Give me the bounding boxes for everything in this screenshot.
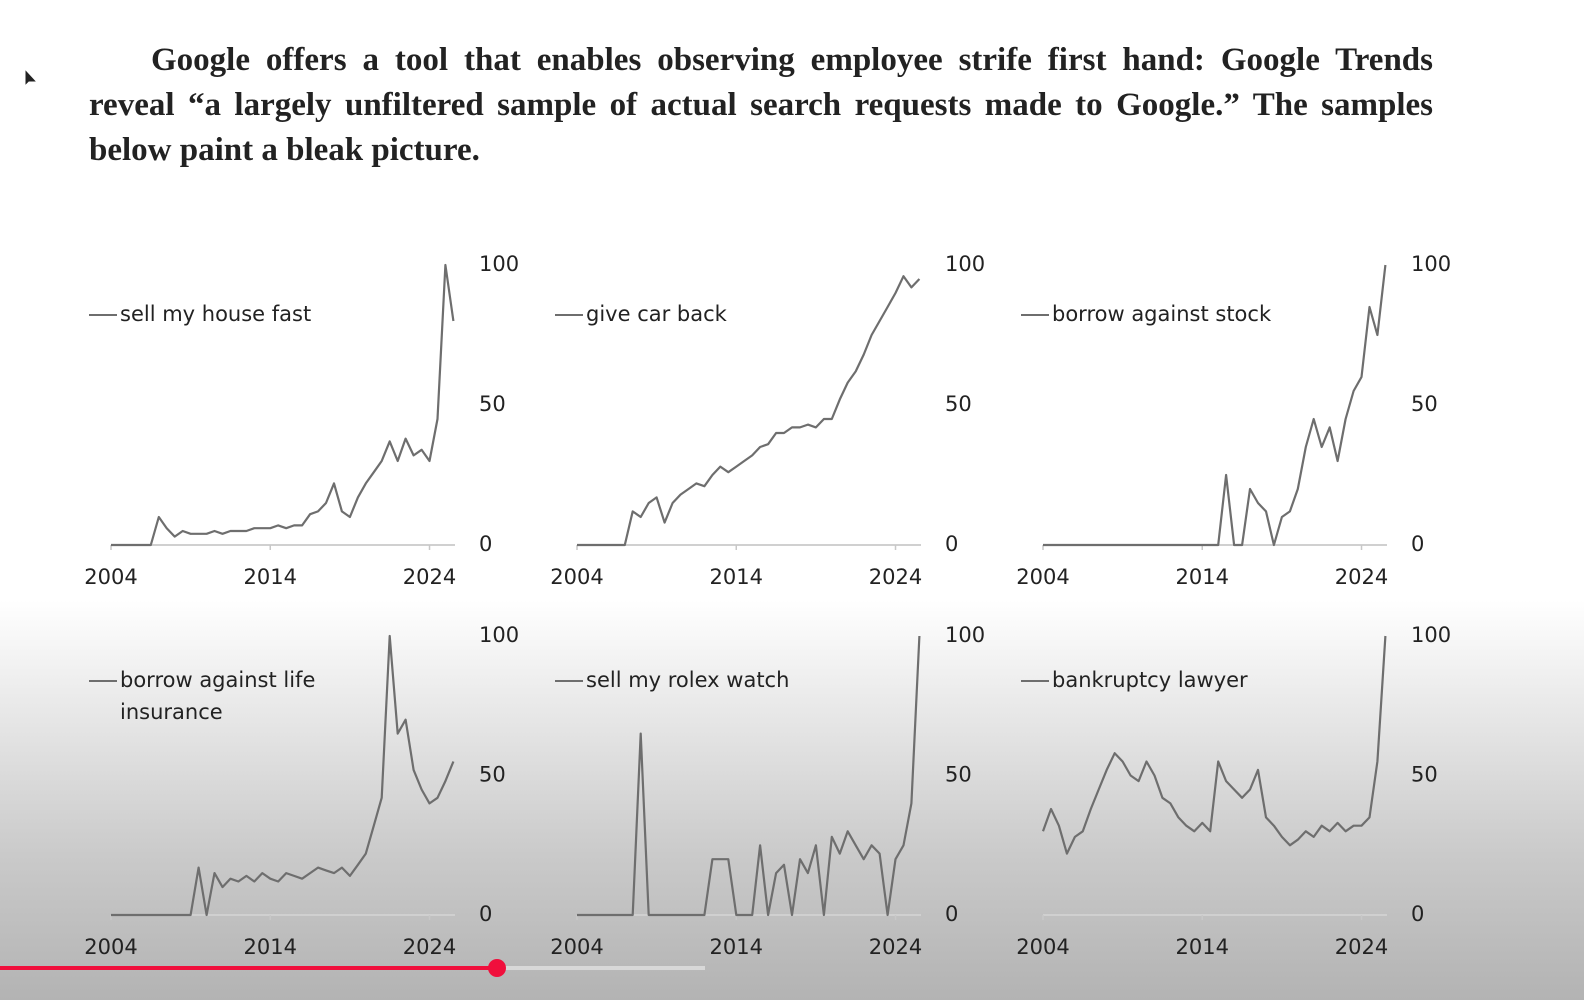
y-tick-label: 50 bbox=[945, 392, 972, 416]
legend: give car back bbox=[555, 298, 727, 330]
y-tick-label: 0 bbox=[1411, 532, 1424, 556]
y-tick-label: 0 bbox=[479, 902, 492, 926]
legend-label: borrow against life insurance bbox=[120, 668, 316, 724]
y-tick-label: 100 bbox=[1411, 252, 1451, 276]
legend-label: borrow against stock bbox=[1052, 302, 1272, 326]
legend: sell my rolex watch bbox=[555, 664, 789, 696]
y-tick-label: 50 bbox=[1411, 763, 1438, 787]
x-tick-label: 2024 bbox=[1335, 935, 1388, 959]
x-tick-label: 2004 bbox=[1016, 565, 1069, 589]
x-tick-label: 2014 bbox=[710, 935, 763, 959]
x-tick-label: 2004 bbox=[84, 565, 137, 589]
x-tick-label: 2014 bbox=[244, 935, 297, 959]
y-tick-label: 50 bbox=[479, 392, 506, 416]
legend-swatch bbox=[1021, 680, 1049, 682]
x-tick-label: 2024 bbox=[869, 565, 922, 589]
legend: borrow against stock bbox=[1021, 298, 1271, 330]
y-tick-label: 50 bbox=[945, 763, 972, 787]
y-tick-label: 100 bbox=[479, 252, 519, 276]
data-line bbox=[111, 263, 455, 547]
y-tick-label: 0 bbox=[1411, 902, 1424, 926]
x-tick-label: 2024 bbox=[403, 565, 456, 589]
data-line bbox=[577, 275, 921, 547]
x-tick-label: 2024 bbox=[1335, 565, 1388, 589]
progress-knob[interactable] bbox=[488, 959, 506, 977]
x-tick-label: 2014 bbox=[1176, 935, 1229, 959]
y-tick-label: 100 bbox=[1411, 623, 1451, 647]
data-line bbox=[577, 635, 921, 917]
x-tick-label: 2024 bbox=[403, 935, 456, 959]
legend-swatch bbox=[89, 680, 117, 682]
progress-played[interactable] bbox=[0, 966, 497, 970]
y-tick-label: 50 bbox=[479, 763, 506, 787]
legend-label: sell my house fast bbox=[120, 302, 312, 326]
legend-swatch bbox=[89, 314, 117, 316]
caption: Google offers a tool that enables observ… bbox=[89, 42, 1433, 168]
x-tick-label: 2004 bbox=[550, 935, 603, 959]
legend-swatch bbox=[1021, 314, 1049, 316]
legend-label: bankruptcy lawyer bbox=[1052, 668, 1248, 692]
legend-swatch bbox=[555, 314, 583, 316]
x-tick-label: 2004 bbox=[1016, 935, 1069, 959]
data-line bbox=[1041, 635, 1387, 855]
y-tick-label: 100 bbox=[945, 252, 985, 276]
cursor bbox=[24, 68, 39, 88]
legend: sell my house fast bbox=[89, 298, 311, 330]
x-tick-label: 2014 bbox=[1176, 565, 1229, 589]
x-tick-label: 2014 bbox=[710, 565, 763, 589]
x-tick-label: 2024 bbox=[869, 935, 922, 959]
legend: borrow against life insurance bbox=[89, 664, 350, 728]
legend-swatch bbox=[555, 680, 583, 682]
data-line bbox=[111, 634, 455, 917]
legend-label: give car back bbox=[586, 302, 727, 326]
data-line bbox=[1043, 264, 1387, 547]
x-tick-label: 2004 bbox=[550, 565, 603, 589]
y-tick-label: 100 bbox=[479, 623, 519, 647]
x-tick-label: 2004 bbox=[84, 935, 137, 959]
legend: bankruptcy lawyer bbox=[1021, 664, 1248, 696]
y-tick-label: 0 bbox=[479, 532, 492, 556]
y-tick-label: 100 bbox=[945, 623, 985, 647]
legend-label: sell my rolex watch bbox=[586, 668, 790, 692]
y-tick-label: 0 bbox=[945, 532, 958, 556]
y-tick-label: 50 bbox=[1411, 392, 1438, 416]
x-tick-label: 2014 bbox=[244, 565, 297, 589]
y-tick-label: 0 bbox=[945, 902, 958, 926]
